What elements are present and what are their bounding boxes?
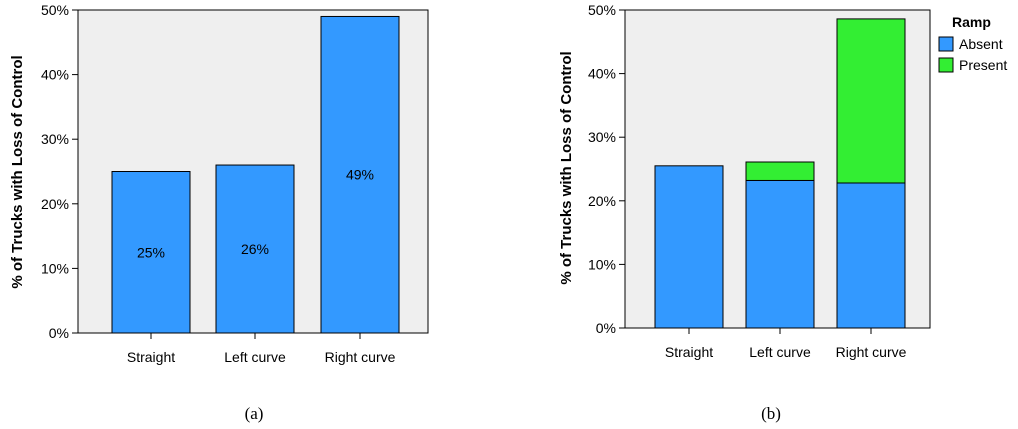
legend-swatch-present bbox=[938, 57, 954, 73]
chart-a-y-axis-label: % of Trucks with Loss of Control bbox=[9, 55, 26, 288]
y-tick-label: 10% bbox=[41, 260, 69, 276]
chart-a-y-ticks: 0% 10% 20% 30% 40% 50% bbox=[41, 2, 78, 341]
chart-a-bars: 25% 26% 49% bbox=[111, 15, 400, 334]
x-tick-label: Right curve bbox=[325, 349, 396, 365]
y-tick-label: 40% bbox=[41, 67, 69, 83]
bar-value-label: 49% bbox=[346, 167, 374, 183]
bar bbox=[215, 164, 295, 334]
legend-swatch-absent bbox=[938, 36, 954, 52]
legend-label-absent: Absent bbox=[959, 36, 1003, 52]
chart-a-caption: (a) bbox=[245, 404, 264, 423]
bar-segment-absent bbox=[836, 182, 906, 329]
x-tick-label: Right curve bbox=[836, 344, 907, 360]
bar-segment-present bbox=[745, 161, 815, 181]
y-tick-label: 10% bbox=[588, 256, 616, 272]
y-tick-label: 50% bbox=[41, 2, 69, 18]
chart-b-y-ticks: 0% 10% 20% 30% 40% 50% bbox=[588, 2, 625, 336]
chart-b-legend: Ramp Absent Present bbox=[938, 14, 1007, 73]
y-tick-label: 30% bbox=[41, 131, 69, 147]
chart-b-caption: (b) bbox=[761, 404, 781, 423]
y-tick-label: 0% bbox=[49, 325, 69, 341]
chart-a: 0% 10% 20% 30% 40% 50% 25% 26% 49% Straight Left… bbox=[9, 2, 429, 423]
chart-b-x-ticks: Straight Left curve Right curve bbox=[665, 328, 907, 360]
y-tick-label: 50% bbox=[588, 2, 616, 18]
bar bbox=[320, 15, 400, 334]
bar-segment-present bbox=[836, 18, 906, 184]
y-tick-label: 0% bbox=[596, 320, 616, 336]
bar-value-label: 25% bbox=[137, 244, 165, 260]
chart-b-bars bbox=[654, 18, 906, 329]
x-tick-label: Left curve bbox=[749, 344, 811, 360]
y-tick-label: 30% bbox=[588, 129, 616, 145]
chart-b: 0% 10% 20% 30% 40% 50% Straight Left curve Righ… bbox=[558, 2, 1007, 423]
y-tick-label: 20% bbox=[41, 196, 69, 212]
bar-segment-absent bbox=[745, 179, 815, 329]
y-tick-label: 20% bbox=[588, 193, 616, 209]
x-tick-label: Straight bbox=[127, 349, 175, 365]
chart-b-y-axis-label: % of Trucks with Loss of Control bbox=[558, 51, 575, 284]
bar-value-label: 26% bbox=[241, 241, 269, 257]
x-tick-label: Straight bbox=[665, 344, 713, 360]
legend-title: Ramp bbox=[952, 14, 991, 30]
bar bbox=[111, 171, 191, 334]
bar-segment-absent bbox=[654, 165, 724, 329]
chart-a-x-ticks: Straight Left curve Right curve bbox=[127, 333, 396, 365]
y-tick-label: 40% bbox=[588, 66, 616, 82]
legend-label-present: Present bbox=[959, 57, 1007, 73]
x-tick-label: Left curve bbox=[224, 349, 286, 365]
